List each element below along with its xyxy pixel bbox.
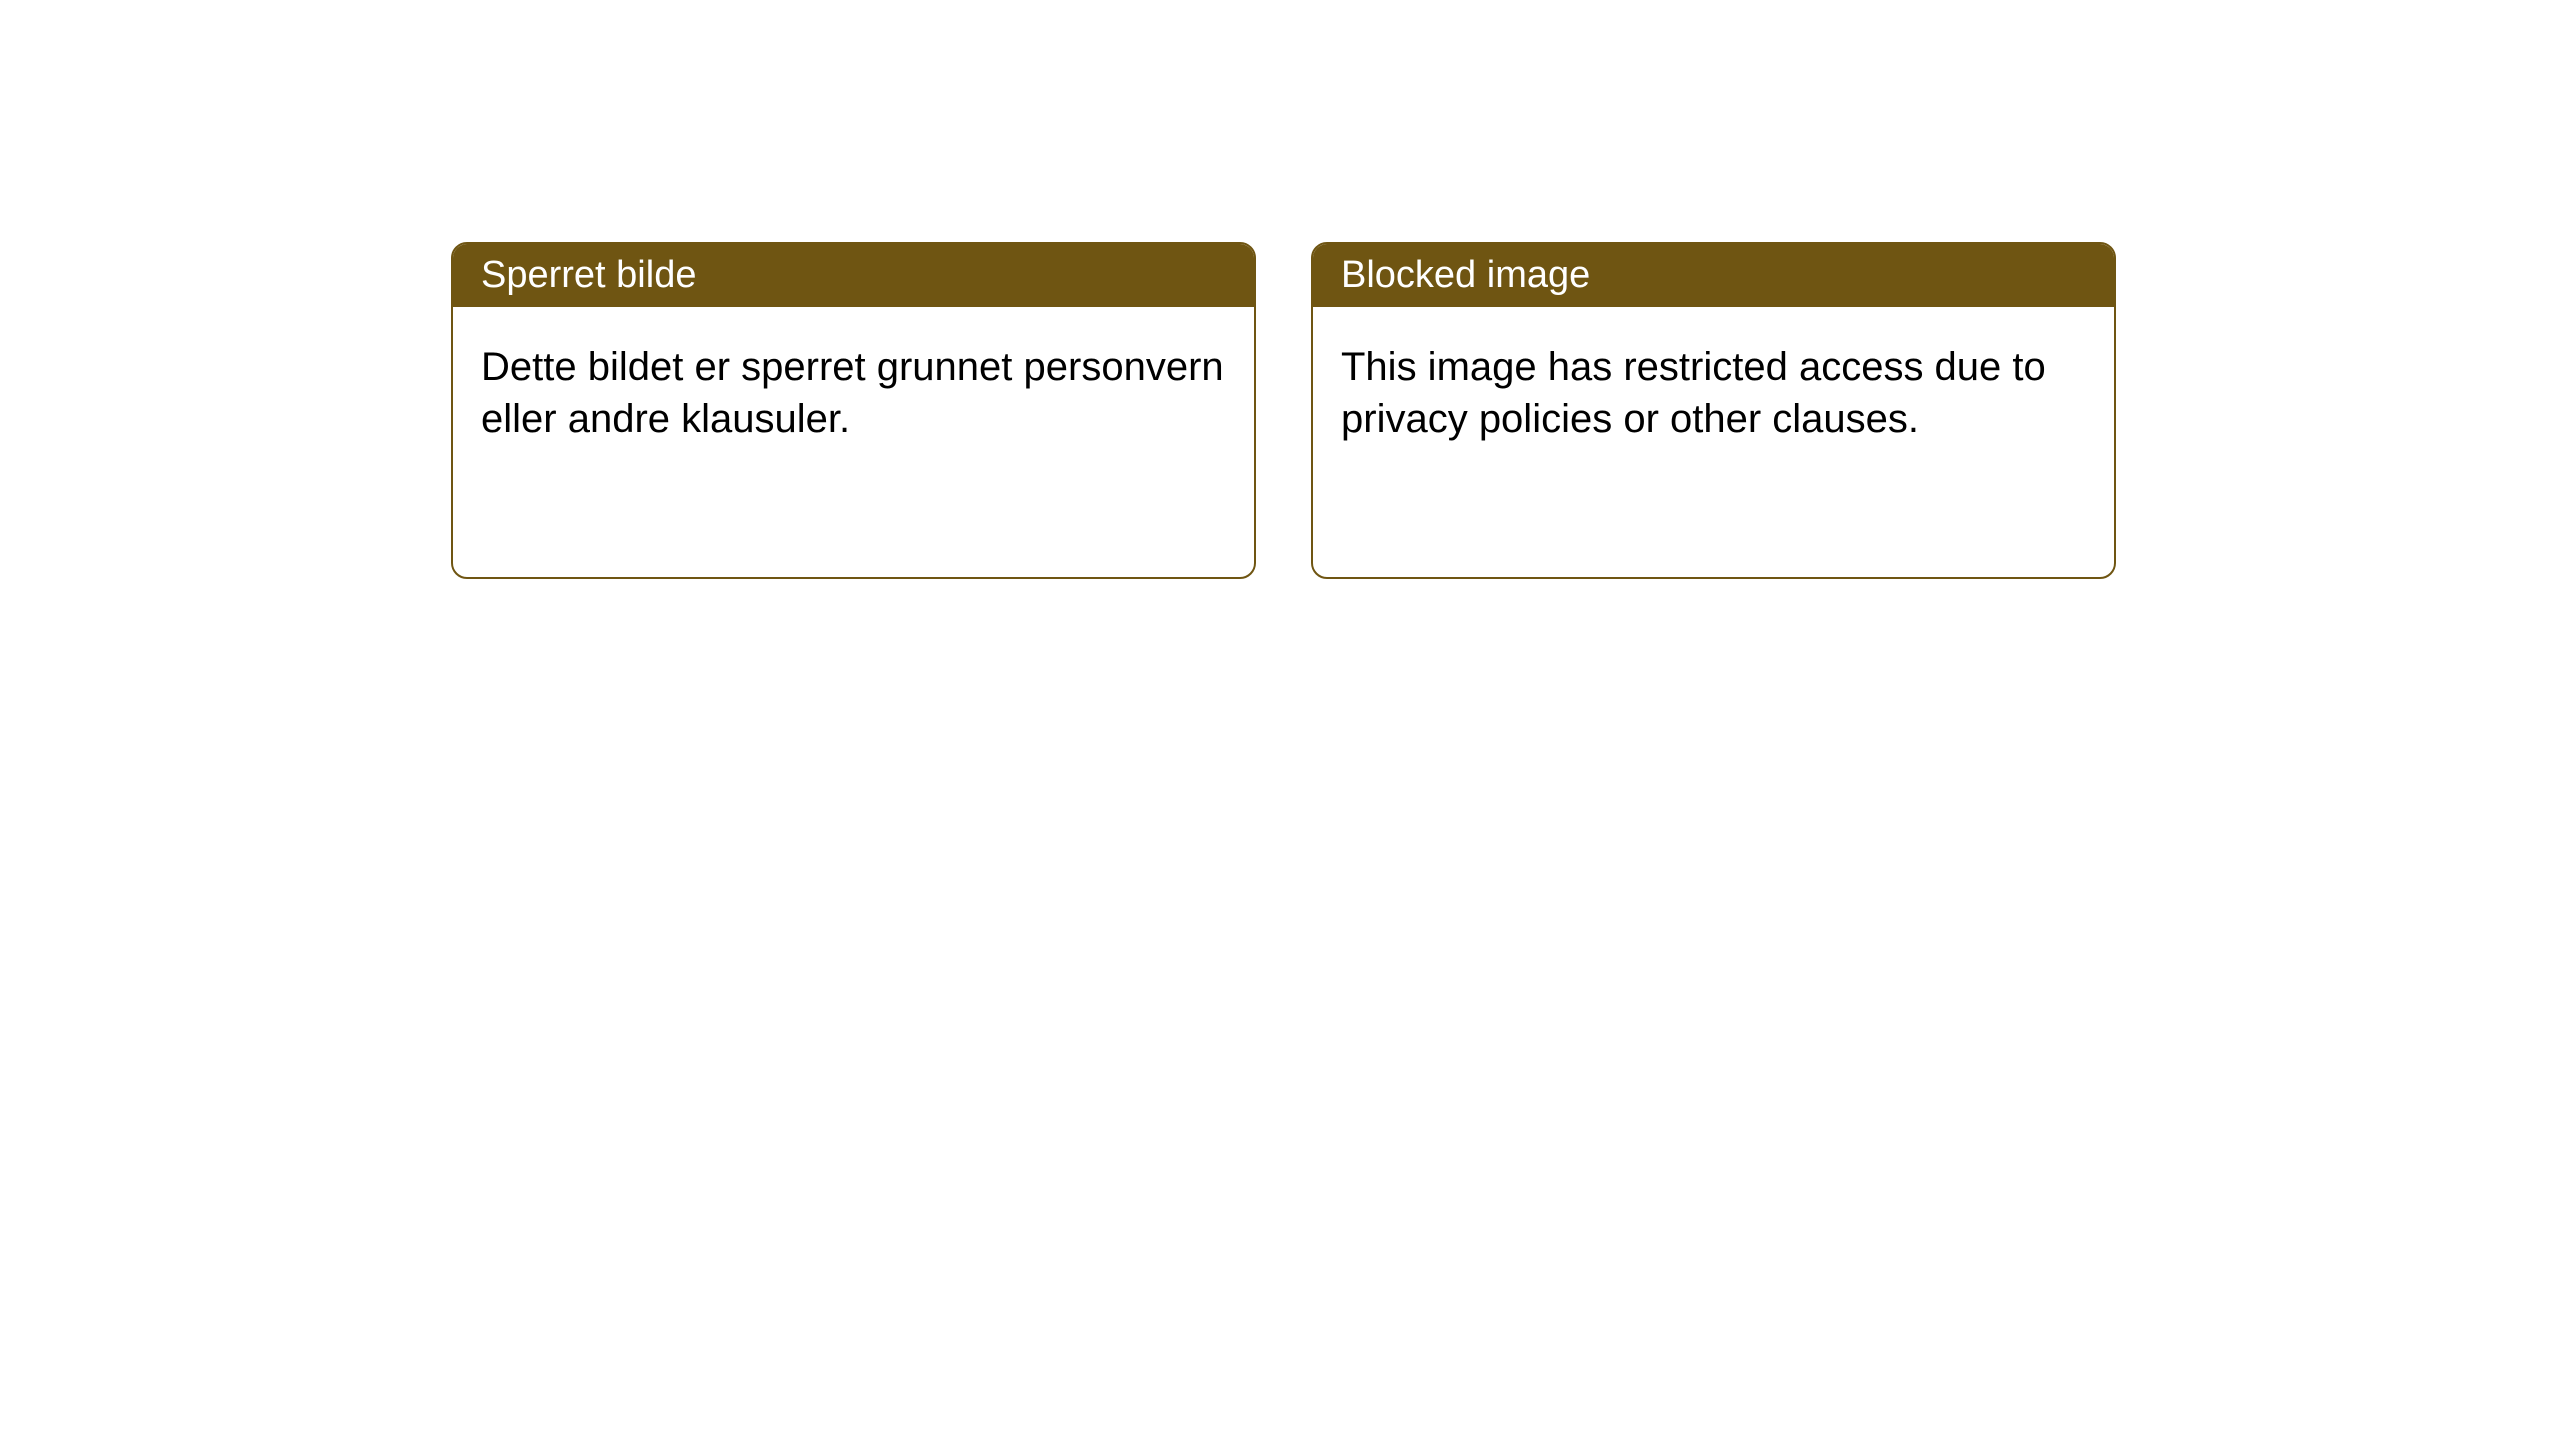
card-body: This image has restricted access due to … [1313, 307, 2114, 577]
notice-card-norwegian: Sperret bilde Dette bildet er sperret gr… [451, 242, 1256, 579]
card-header: Sperret bilde [453, 244, 1254, 307]
card-body: Dette bildet er sperret grunnet personve… [453, 307, 1254, 577]
card-header: Blocked image [1313, 244, 2114, 307]
card-title: Blocked image [1341, 254, 1590, 296]
card-title: Sperret bilde [481, 254, 696, 296]
card-body-text: This image has restricted access due to … [1341, 345, 2046, 441]
notice-cards-container: Sperret bilde Dette bildet er sperret gr… [451, 242, 2116, 579]
card-body-text: Dette bildet er sperret grunnet personve… [481, 345, 1224, 441]
notice-card-english: Blocked image This image has restricted … [1311, 242, 2116, 579]
